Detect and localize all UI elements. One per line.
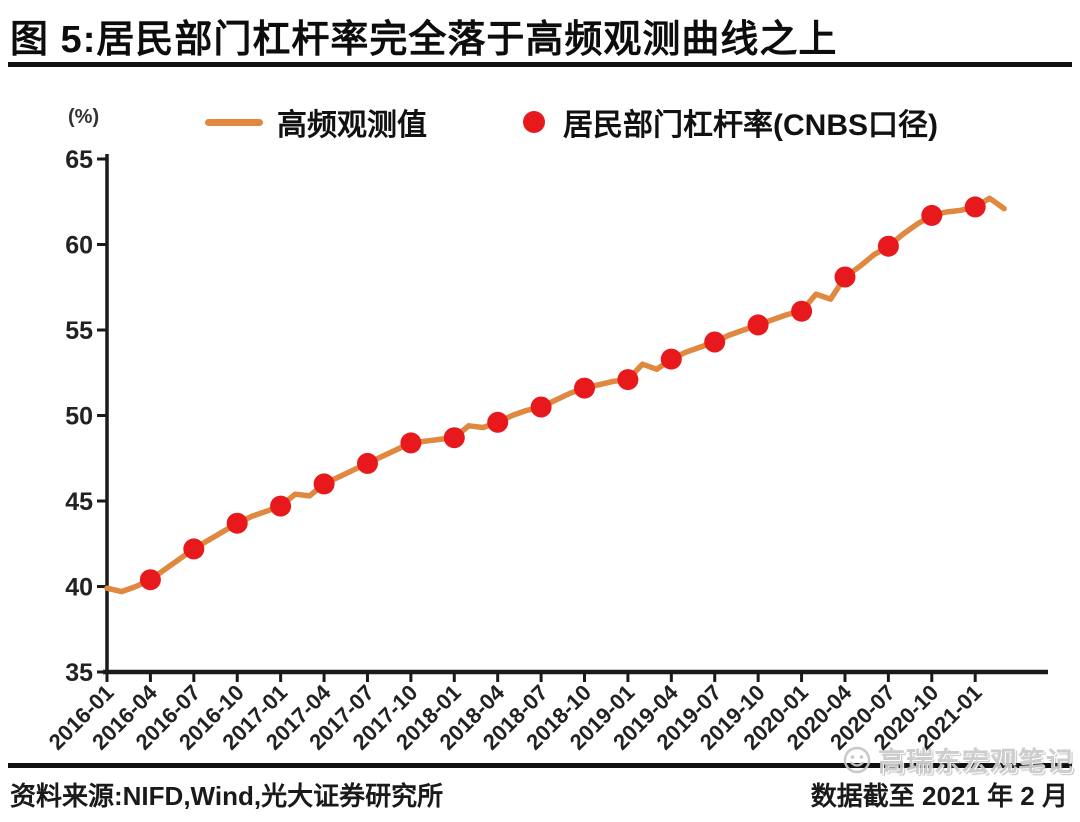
- cnbs-leverage-dot: [704, 331, 726, 353]
- y-tick-label: 40: [65, 574, 93, 602]
- legend-cnbs-dot-label: 居民部门杠杆率(CNBS口径): [563, 109, 938, 142]
- cnbs-leverage-dot: [791, 300, 813, 322]
- cnbs-leverage-dot: [617, 369, 639, 391]
- title-rule: [8, 62, 1072, 67]
- hf-observed-line: [104, 195, 1007, 595]
- y-axis-unit-label: (%): [68, 106, 100, 128]
- source-note: 资料来源:NIFD,Wind,光大证券研究所: [10, 781, 444, 811]
- cnbs-leverage-dot: [183, 538, 205, 560]
- y-tick-label: 60: [65, 232, 93, 260]
- cnbs-leverage-dot: [660, 348, 682, 370]
- legend: 高频观测值 居民部门杠杆率(CNBS口径): [205, 100, 938, 144]
- data-cutoff-note: 数据截至 2021 年 2 月: [810, 781, 1068, 811]
- y-tick-label: 45: [65, 488, 93, 516]
- figure-title: 图 5:居民部门杠杆率完全落于高频观测曲线之上: [10, 19, 838, 61]
- cnbs-leverage-dot: [964, 196, 986, 218]
- cnbs-leverage-dot: [921, 204, 943, 226]
- cnbs-leverage-dot: [357, 452, 378, 474]
- cnbs-leverage-dot: [443, 427, 465, 449]
- cnbs-leverage-dot: [400, 432, 422, 454]
- y-tick-label: 65: [65, 146, 93, 174]
- y-tick-label: 35: [65, 659, 93, 687]
- legend-hf-line-label: 高频观测值: [277, 109, 427, 142]
- cnbs-leverage-dot: [270, 495, 292, 517]
- dot-swatch-icon: [523, 111, 545, 133]
- smiley-logo-icon: [843, 746, 871, 773]
- cnbs-leverage-dot: [530, 396, 552, 418]
- cnbs-leverage-dot: [313, 473, 335, 495]
- y-tick-label: 55: [65, 317, 93, 345]
- watermark-text: 高瑞东宏观笔记: [878, 747, 1074, 777]
- cnbs-leverage-dot: [834, 266, 856, 288]
- footer-rule: [8, 763, 1072, 768]
- legend-item-hf-line: 高频观测值: [205, 100, 427, 144]
- legend-item-cnbs-dot: 居民部门杠杆率(CNBS口径): [523, 100, 938, 144]
- cnbs-leverage-dot: [747, 314, 769, 336]
- cnbs-leverage-dot: [487, 411, 509, 433]
- watermark: 高瑞东宏观笔记: [842, 740, 1074, 779]
- cnbs-leverage-dot: [226, 512, 248, 534]
- line-swatch-icon: [205, 118, 263, 126]
- y-tick-label: 50: [65, 403, 93, 431]
- cnbs-leverage-dot: [574, 377, 595, 399]
- cnbs-leverage-dot: [877, 235, 899, 257]
- cnbs-leverage-dot: [139, 569, 161, 591]
